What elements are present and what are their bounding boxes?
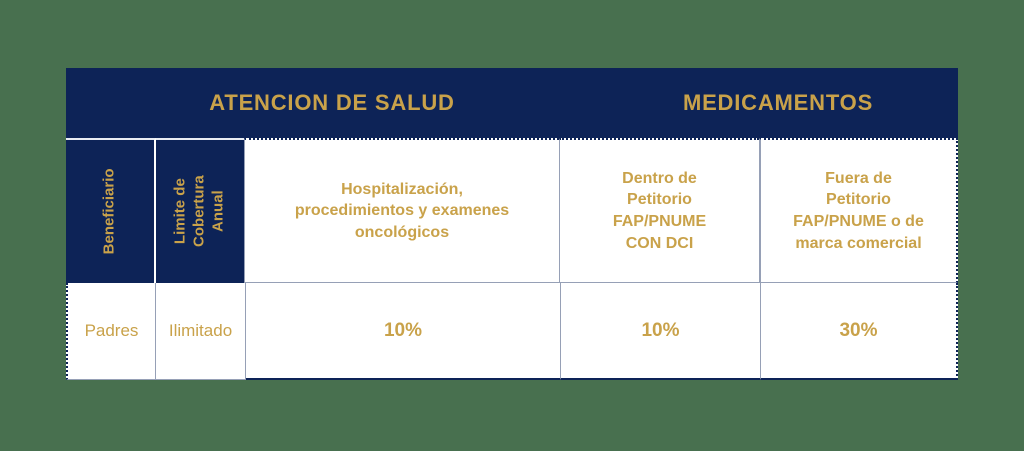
coverage-table: ATENCION DE SALUD MEDICAMENTOS Beneficia… [66,68,958,380]
table-row-padres: Padres Ilimitado 10% 10% 30% [66,283,958,380]
row-header-limite-cobertura-cell: Limite de Cobertura Anual [156,138,244,283]
row-header-beneficiario-label: Beneficiario [100,168,118,255]
column-header-row: Beneficiario Limite de Cobertura Anual H… [66,138,958,283]
column-header-fuera-petitorio: Fuera de Petitorio FAP/PNUME o de marca … [759,138,958,283]
row-header-limite-cobertura-label: Limite de Cobertura Anual [171,175,227,248]
group-header-band: ATENCION DE SALUD MEDICAMENTOS [66,68,958,138]
cell-copago-fuera-petitorio: 30% [761,283,958,380]
cell-beneficiario: Padres [66,283,156,380]
column-header-dentro-petitorio: Dentro de Petitorio FAP/PNUME CON DCI [559,138,759,283]
cell-copago-dentro-petitorio: 10% [561,283,761,380]
group-header-medicamentos: MEDICAMENTOS [682,90,874,115]
cell-copago-hospitalizacion: 10% [246,283,561,380]
group-header-atencion-de-salud: ATENCION DE SALUD [209,90,455,115]
column-header-hospitalizacion: Hospitalización, procedimientos y examen… [244,138,559,283]
cell-limite-cobertura: Ilimitado [156,283,246,380]
row-header-beneficiario-cell: Beneficiario [66,138,156,283]
